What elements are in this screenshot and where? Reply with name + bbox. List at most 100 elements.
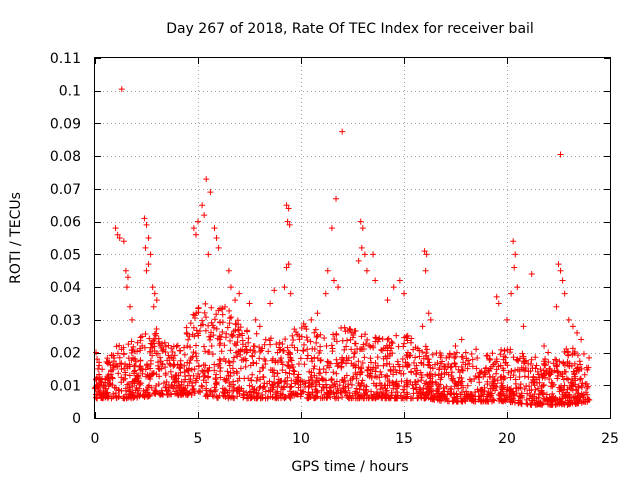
data-point (156, 391, 163, 398)
data-point (519, 394, 526, 401)
data-point (260, 383, 267, 390)
data-point (399, 356, 406, 363)
data-point (327, 394, 334, 401)
data-point (389, 340, 396, 347)
data-point (192, 377, 199, 384)
data-point (317, 331, 324, 338)
data-point (414, 395, 421, 402)
data-point (486, 368, 493, 375)
data-point (361, 251, 368, 258)
data-point (554, 375, 561, 382)
data-point (469, 356, 476, 363)
data-point (323, 343, 330, 350)
data-point (333, 195, 340, 202)
data-point (546, 370, 553, 377)
data-point (321, 334, 328, 341)
y-tick-label: 0.02 (50, 346, 81, 362)
data-point (317, 357, 324, 364)
data-point (330, 369, 337, 376)
data-point (452, 363, 459, 370)
data-point (554, 368, 561, 375)
data-point (147, 251, 154, 258)
data-point (393, 332, 400, 339)
data-point (176, 347, 183, 354)
data-point (172, 372, 179, 379)
data-point (383, 388, 390, 395)
data-point (241, 391, 248, 398)
data-point (162, 384, 169, 391)
data-point (363, 267, 370, 274)
data-point (483, 364, 490, 371)
data-point (285, 349, 292, 356)
data-point (246, 382, 253, 389)
data-point (271, 287, 278, 294)
x-tick-label: 20 (498, 431, 516, 447)
data-point (432, 371, 439, 378)
data-point (295, 361, 302, 368)
data-point (259, 391, 266, 398)
data-point (118, 365, 125, 372)
data-point (226, 379, 233, 386)
data-point (506, 392, 513, 399)
data-point (547, 383, 554, 390)
data-point (377, 386, 384, 393)
data-point (162, 364, 169, 371)
data-point (191, 312, 198, 319)
data-point (302, 384, 309, 391)
data-point (216, 356, 223, 363)
data-point (362, 331, 369, 338)
data-point (571, 360, 578, 367)
data-point (382, 345, 389, 352)
data-point (209, 322, 216, 329)
data-point (265, 387, 272, 394)
data-point (300, 347, 307, 354)
data-point (514, 284, 521, 291)
data-point (128, 338, 135, 345)
data-point (236, 290, 243, 297)
data-point (462, 349, 469, 356)
data-point (234, 353, 241, 360)
data-point (109, 375, 116, 382)
data-point (506, 386, 513, 393)
data-point (278, 384, 285, 391)
data-point (545, 401, 552, 408)
data-point (577, 375, 584, 382)
data-point (221, 303, 228, 310)
data-point (211, 225, 218, 232)
data-point (132, 362, 139, 369)
data-point (376, 380, 383, 387)
data-point (218, 348, 225, 355)
data-point (215, 307, 222, 314)
data-point (199, 317, 206, 324)
data-point (509, 395, 516, 402)
data-point (381, 382, 388, 389)
data-point (558, 383, 565, 390)
data-point (344, 337, 351, 344)
data-point (156, 366, 163, 373)
data-point (170, 355, 177, 362)
data-point (289, 390, 296, 397)
data-point (283, 202, 290, 209)
data-point (336, 382, 343, 389)
data-point (231, 384, 238, 391)
data-point (188, 392, 195, 399)
data-point (120, 395, 127, 402)
data-point (375, 336, 382, 343)
data-point (208, 304, 215, 311)
data-point (539, 391, 546, 398)
data-point (104, 393, 111, 400)
data-point (539, 401, 546, 408)
data-point (322, 290, 329, 297)
data-point (208, 342, 215, 349)
data-point (153, 382, 160, 389)
data-point (360, 341, 367, 348)
data-point (135, 372, 142, 379)
data-point (225, 395, 232, 402)
data-point (396, 277, 403, 284)
data-point (553, 362, 560, 369)
y-tick-label: 0.07 (50, 182, 81, 198)
data-point (237, 324, 244, 331)
data-point (232, 297, 239, 304)
data-point (372, 382, 379, 389)
data-point (147, 365, 154, 372)
